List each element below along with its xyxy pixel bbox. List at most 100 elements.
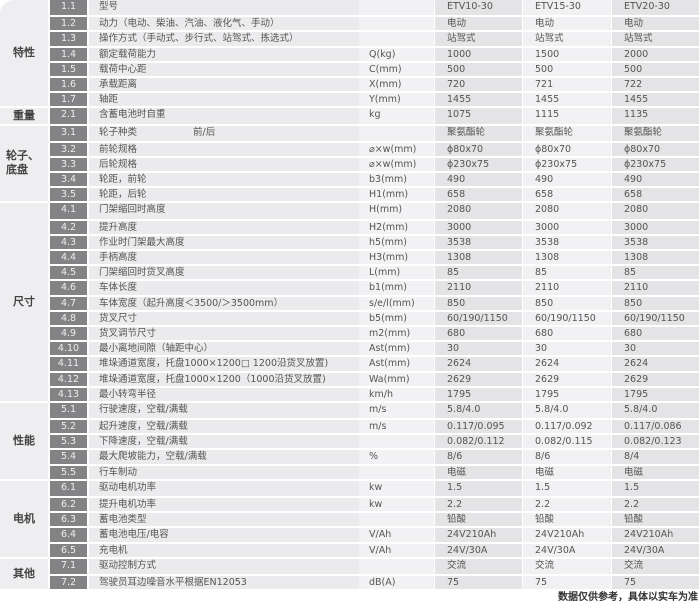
- row-unit: Q(kg): [359, 47, 434, 61]
- model-value: 500: [435, 62, 522, 76]
- model-value: 658: [612, 188, 699, 202]
- model-value: 658: [523, 188, 611, 202]
- row-description: 额定载荷能力: [89, 47, 359, 61]
- model-value: 1455: [523, 93, 611, 107]
- row-number: 1.7: [50, 93, 87, 107]
- row-number: 3.4: [50, 173, 87, 187]
- model-value: ϕ80x70: [523, 142, 611, 156]
- model-value: 30: [435, 342, 522, 356]
- table-row: 4.5 门架缩回时货叉高度 L(mm) 85 85 85: [50, 264, 700, 280]
- model-value: 1115: [523, 108, 611, 124]
- description-text: 行驶速度，空载/满载: [99, 403, 188, 415]
- model-value: 3000: [612, 220, 699, 234]
- row-number: 4.12: [50, 372, 87, 386]
- row-description: 堆垛通道宽度，托盘1000×1200（1000沿货叉放置): [89, 372, 359, 386]
- description-text: 前轮规格: [99, 143, 138, 155]
- model-value: 490: [435, 173, 522, 187]
- description-text: 下降速度，空载/满载: [99, 436, 188, 448]
- model-value: 680: [523, 326, 611, 341]
- row-unit: b3(mm): [359, 173, 434, 187]
- row-description: 驾驶员耳边噪音水平根据EN12053: [89, 575, 359, 590]
- spec-group: 特性 1.1 型号 ETV10-30 ETV15-30 ETV20-30 1.2 动力（电动、…: [0, 0, 700, 109]
- table-row: 6.4 蓄电池电压/电容 V/Ah 24V210Ah 24V210Ah 24V210Ah: [50, 526, 700, 542]
- model-value: 30: [612, 342, 699, 356]
- row-unit: [359, 465, 434, 479]
- table-row: 4.8 货叉尺寸 b5(mm) 60/190/1150 60/190/1150 60/19…: [50, 309, 700, 325]
- row-unit: [359, 125, 434, 141]
- table-row: 1.6 承载距离 X(mm) 720 721 722: [50, 75, 700, 92]
- row-unit: [359, 435, 434, 449]
- group-rows: 3.1 轮子种类 前/后 聚氨酯轮 聚氨酯轮 聚氨酯轮 3.2 前轮规格 ⌀×w(mm) ϕ80x…: [50, 125, 700, 202]
- row-description: 后轮规格: [89, 157, 359, 172]
- table-row: 4.11 堆垛通道宽度，托盘1000×1200□ 1200沿货叉放置) Ast(mm…: [50, 355, 700, 371]
- row-description: 行车制动: [89, 465, 359, 479]
- model-value: 1.5: [523, 480, 611, 496]
- row-description: 门架缩回时高度: [89, 203, 359, 219]
- description-text: 提升高度: [99, 221, 138, 233]
- category-label: 尺寸: [0, 203, 48, 401]
- table-row: 4.7 车体宽度（起升高度＜3500/＞3500mm） s/e/l(mm) 850 85…: [50, 294, 700, 310]
- row-description: 最小转弯半径: [89, 387, 359, 401]
- row-number: 6.1: [50, 480, 87, 496]
- row-unit: m/s: [359, 402, 434, 419]
- model-value: 2.2: [612, 498, 699, 512]
- table-row: 5.2 起升速度，空载/满载 m/s 0.117/0.095 0.117/0.092 0.…: [50, 418, 700, 434]
- description-text: 驾驶员耳边噪音水平根据EN12053: [99, 576, 247, 588]
- table-row: 6.2 提升电机功率 kw 2.2 2.2 2.2: [50, 496, 700, 512]
- table-row: 4.9 货叉调节尺寸 m2(mm) 680 680 680: [50, 324, 700, 341]
- row-number: 4.8: [50, 311, 87, 325]
- table-row: 4.6 车体长度 b1(mm) 2110 2110 2110: [50, 279, 700, 295]
- model-value: 0.082/0.123: [612, 435, 699, 449]
- row-number: 1.2: [50, 17, 87, 31]
- row-unit: [359, 558, 434, 574]
- model-value: 2.2: [523, 498, 611, 512]
- model-value: 2629: [435, 372, 522, 386]
- row-description: 操作方式（手动式、步行式、站驾式、拣选式）: [89, 32, 359, 46]
- model-value: 3538: [612, 235, 699, 249]
- model-value: 交流: [435, 558, 522, 574]
- description-text: 最小离地间隙（轴距中心）: [99, 343, 214, 355]
- row-number: 3.5: [50, 188, 87, 202]
- row-number: 4.2: [50, 220, 87, 234]
- model-value: ϕ80x70: [612, 142, 699, 156]
- description-text: 门架缩回时货叉高度: [99, 267, 185, 279]
- model-value: 1795: [523, 387, 611, 401]
- model-value: 2.2: [435, 498, 522, 512]
- row-description: 载荷中心距: [89, 62, 359, 76]
- description-text: 提升电机功率: [99, 499, 157, 510]
- model-value: 0.117/0.086: [612, 420, 699, 434]
- model-value: 铅酸: [612, 513, 699, 527]
- row-unit: %: [359, 450, 434, 464]
- group-rows: 7.1 驱动控制方式 交流 交流 交流 7.2 驾驶员耳边噪音水平根据EN12053 dB(A…: [50, 558, 700, 590]
- model-value: 24V210Ah: [523, 528, 611, 542]
- table-row: 1.4 额定载荷能力 Q(kg) 1000 1500 2000: [50, 45, 700, 61]
- model-value: 8/6: [523, 450, 611, 464]
- description-text: 承载距离: [99, 78, 138, 90]
- row-description: 承载距离: [89, 77, 359, 92]
- model-value: 2000: [612, 47, 699, 61]
- model-value: 60/190/1150: [435, 311, 522, 325]
- model-value: 电动: [612, 17, 699, 31]
- description-text: 起升速度，空载/满载: [99, 421, 188, 433]
- row-unit: X(mm): [359, 77, 434, 92]
- row-number: 5.3: [50, 435, 87, 449]
- model-value: 490: [612, 173, 699, 187]
- row-unit: C(mm): [359, 62, 434, 76]
- model-value: 3000: [435, 220, 522, 234]
- description-text: 蓄电池类型: [99, 514, 147, 526]
- description-text: 作业时门架最大高度: [99, 236, 185, 248]
- model-value: 850: [523, 296, 611, 310]
- row-unit: Y(mm): [359, 93, 434, 107]
- row-number: 4.10: [50, 342, 87, 356]
- model-value: 85: [435, 266, 522, 280]
- model-value: 站驾式: [612, 32, 699, 46]
- table-row: 7.2 驾驶员耳边噪音水平根据EN12053 dB(A) 75 75 75: [50, 573, 700, 590]
- table-row: 6.1 驱动电机功率 kw 1.5 1.5 1.5: [50, 480, 700, 496]
- row-unit: [359, 0, 434, 16]
- row-number: 1.6: [50, 77, 87, 92]
- row-number: 6.2: [50, 498, 87, 512]
- model-value: 电磁: [523, 465, 611, 479]
- row-number: 4.5: [50, 266, 87, 280]
- description-text: 手柄高度: [99, 252, 138, 263]
- description-text: 货叉调节尺寸: [99, 327, 157, 339]
